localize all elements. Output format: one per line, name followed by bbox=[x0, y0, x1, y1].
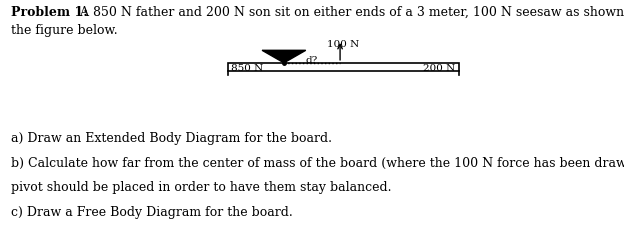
Text: Problem 1:: Problem 1: bbox=[11, 6, 88, 19]
Text: b) Calculate how far from the center of mass of the board (where the 100 N force: b) Calculate how far from the center of … bbox=[11, 156, 624, 169]
Text: 200 N: 200 N bbox=[423, 64, 456, 73]
Text: c) Draw a Free Body Diagram for the board.: c) Draw a Free Body Diagram for the boar… bbox=[11, 205, 293, 218]
Text: the figure below.: the figure below. bbox=[11, 24, 118, 37]
Bar bbox=[228, 64, 459, 72]
Polygon shape bbox=[262, 51, 306, 64]
Text: 850 N: 850 N bbox=[231, 64, 263, 73]
Text: a) Draw an Extended Body Diagram for the board.: a) Draw an Extended Body Diagram for the… bbox=[11, 132, 332, 145]
Text: 100 N: 100 N bbox=[327, 40, 359, 49]
Text: A 850 N father and 200 N son sit on either ends of a 3 meter, 100 N seesaw as sh: A 850 N father and 200 N son sit on eith… bbox=[72, 6, 624, 19]
Text: d?: d? bbox=[306, 56, 318, 65]
Text: pivot should be placed in order to have them stay balanced.: pivot should be placed in order to have … bbox=[11, 181, 392, 194]
